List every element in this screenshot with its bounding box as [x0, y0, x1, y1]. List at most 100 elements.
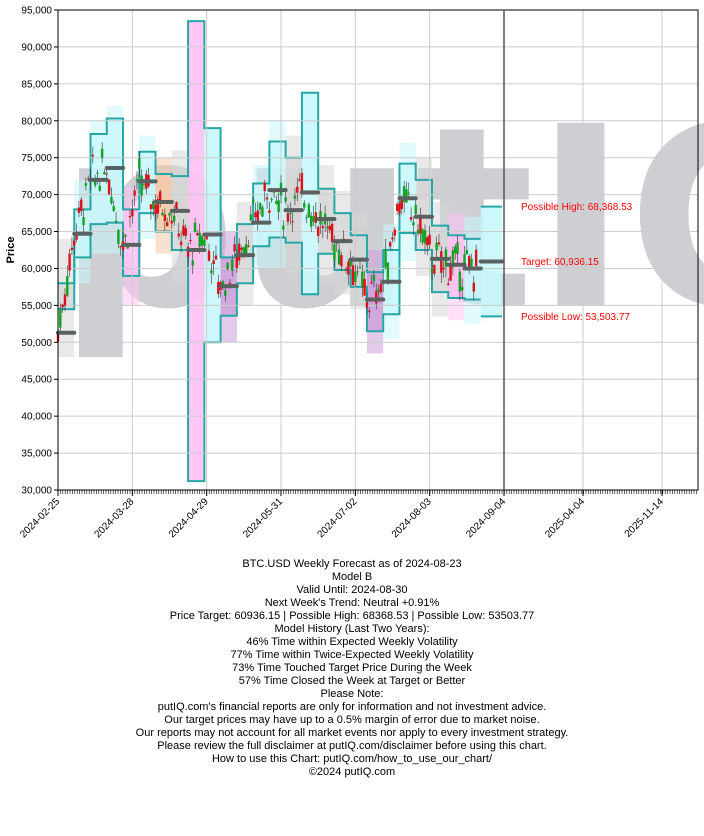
- candle-body: [177, 233, 180, 237]
- candle-body: [440, 251, 443, 273]
- candle-body: [428, 234, 431, 245]
- footer-line: Please Note:: [320, 688, 384, 700]
- band-inner-4: [123, 209, 140, 276]
- candle-body: [307, 204, 311, 218]
- candle-body: [435, 242, 438, 251]
- report-footer: BTC.USD Weekly Forecast as of 2024-08-23…: [0, 558, 704, 779]
- candle-body: [172, 215, 176, 222]
- candle-body: [386, 262, 390, 280]
- candle-body: [363, 279, 366, 296]
- candle-body: [98, 185, 102, 191]
- candle-body: [296, 186, 299, 193]
- candle-body: [93, 178, 97, 186]
- band-outline-hi1: [58, 20, 481, 285]
- band-inner-3: [106, 118, 124, 223]
- y-tick-label: 80,000: [21, 116, 52, 127]
- candle-body: [242, 247, 246, 254]
- candle-body: [458, 271, 462, 292]
- candle-body: [91, 154, 95, 157]
- candle-body: [321, 226, 325, 228]
- candle-body: [203, 239, 206, 246]
- candle-body: [217, 281, 220, 295]
- footer-line: putIQ.com's financial reports are only f…: [157, 701, 547, 713]
- candle-body: [342, 238, 345, 240]
- candle-body: [73, 240, 76, 246]
- candle-body: [75, 233, 78, 240]
- forecast-chart: putIQ 30,00035,00040,00045,00050,00055,0…: [5, 6, 704, 541]
- candle-body: [293, 195, 297, 199]
- candle-body: [437, 242, 441, 245]
- candle-body: [161, 212, 164, 216]
- footer-line: 46% Time within Expected Weekly Volatili…: [246, 636, 458, 648]
- candle-body: [347, 261, 350, 275]
- candle-body: [80, 199, 83, 212]
- candle-body: [70, 247, 74, 251]
- candle-body: [251, 199, 255, 203]
- candle-body: [405, 189, 408, 203]
- candle-body: [152, 201, 155, 209]
- footer-line: Valid Until: 2024-08-30: [296, 584, 408, 596]
- candle-body: [68, 253, 71, 271]
- candle-body: [300, 173, 304, 193]
- candle-body: [207, 250, 211, 261]
- footer-line: 77% Time within Twice-Expected Weekly Vo…: [230, 649, 474, 661]
- candle-body: [388, 242, 392, 247]
- candle-body: [100, 148, 104, 158]
- footer-line: ©2024 putIQ.com: [308, 766, 396, 778]
- candle-body: [237, 243, 241, 261]
- candle-body: [226, 263, 229, 269]
- candle-body: [105, 173, 108, 175]
- candle-body: [365, 302, 369, 308]
- footer-line: Our target prices may have up to a 0.5% …: [164, 714, 540, 726]
- candle-body: [451, 250, 455, 268]
- candle-body: [138, 158, 141, 169]
- candle-body: [249, 214, 253, 221]
- candle-body: [298, 179, 301, 181]
- candle-body: [131, 209, 134, 217]
- candle-body: [231, 259, 234, 271]
- candle-body: [460, 286, 464, 291]
- candle-body: [175, 202, 178, 211]
- candle-body: [233, 244, 236, 252]
- candle-body: [170, 220, 174, 224]
- candle-body: [349, 260, 352, 266]
- candle-body: [66, 275, 69, 296]
- candle-body: [107, 179, 111, 195]
- y-tick-label: 85,000: [21, 79, 52, 90]
- candle-body: [244, 244, 248, 255]
- y-tick-label: 95,000: [21, 6, 52, 17]
- candle-body: [261, 207, 264, 217]
- candle-body: [326, 226, 329, 229]
- candle-body: [168, 212, 171, 216]
- candle-body: [409, 216, 413, 220]
- candle-body: [286, 213, 290, 222]
- candle-body: [398, 202, 401, 214]
- candle-body: [258, 203, 262, 210]
- candle-body: [356, 271, 359, 273]
- x-tick-label: 2024-07-02: [316, 496, 360, 540]
- candle-body: [82, 216, 85, 226]
- candle-body: [328, 225, 331, 231]
- footer-line: Price Target: 60936.15 | Possible High: …: [169, 610, 535, 622]
- candle-body: [200, 236, 204, 246]
- candle-body: [205, 235, 208, 240]
- possible-high-annotation: Possible High: 68,368.53: [521, 202, 633, 213]
- candle-body: [272, 191, 276, 193]
- candle-body: [63, 294, 67, 306]
- candle-body: [430, 268, 434, 273]
- candle-body: [456, 242, 459, 254]
- candle-body: [112, 206, 115, 212]
- candle-body: [142, 184, 146, 186]
- candle-body: [474, 249, 478, 267]
- candle-body: [361, 271, 364, 287]
- footer-line: 57% Time Closed the Week at Target or Be…: [238, 675, 466, 687]
- candle-body: [275, 200, 278, 204]
- x-tick-label: 2025-04-04: [543, 496, 587, 540]
- y-tick-label: 70,000: [21, 190, 52, 201]
- candle-body: [303, 202, 306, 208]
- candle-body: [282, 225, 285, 230]
- candle-body: [314, 212, 318, 223]
- candle-body: [224, 290, 227, 296]
- candle-body: [196, 233, 199, 236]
- candle-body: [114, 220, 118, 223]
